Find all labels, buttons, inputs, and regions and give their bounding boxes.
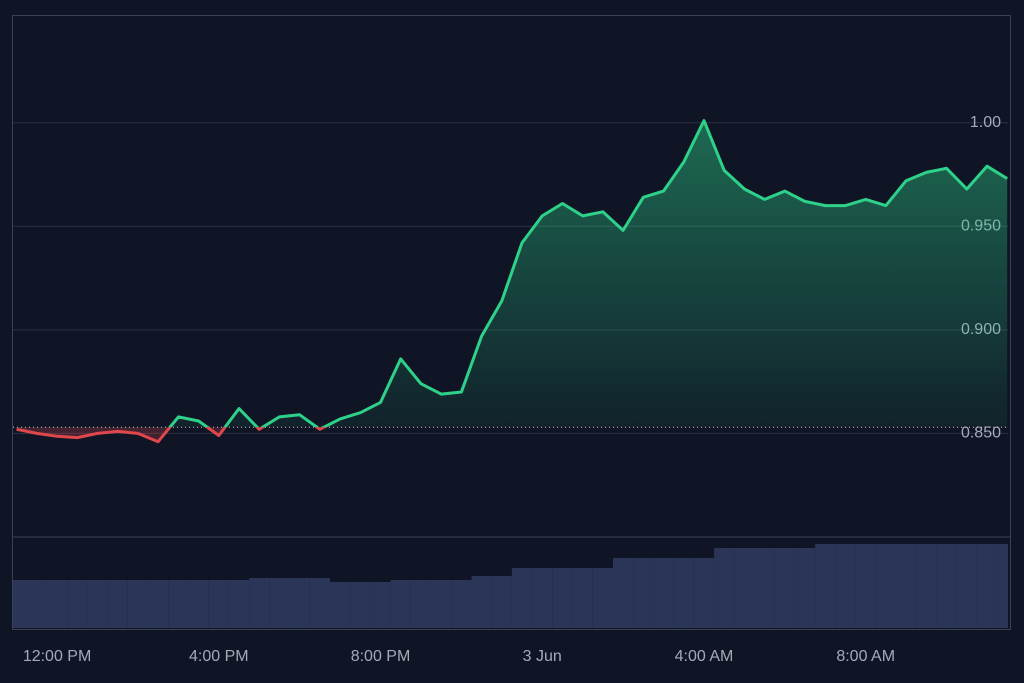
volume-bar <box>916 544 937 628</box>
x-tick-label: 12:00 PM <box>23 648 91 665</box>
volume-bar <box>815 544 836 628</box>
volume-bar <box>26 580 47 628</box>
x-tick-label: 4:00 AM <box>675 648 734 665</box>
x-tick-label: 8:00 AM <box>836 648 895 665</box>
volume-bar <box>390 580 411 628</box>
volume-bar <box>228 580 250 628</box>
volume-bar <box>794 548 816 628</box>
volume-bar <box>370 582 391 628</box>
volume-bar <box>309 578 330 628</box>
volume-bar <box>451 580 472 628</box>
volume-bar <box>107 580 128 628</box>
volume-bar <box>67 580 88 628</box>
volume-bar <box>592 568 613 628</box>
volume-bar <box>289 578 310 628</box>
area-above <box>16 120 1008 428</box>
y-tick-label: 0.850 <box>961 425 1001 442</box>
volume-bar <box>714 548 735 628</box>
volume-bar <box>208 580 229 628</box>
volume-bar <box>188 580 209 628</box>
volume-bar <box>511 568 533 628</box>
volume-bar <box>734 548 755 628</box>
volume-bar <box>46 580 68 628</box>
volume-bar <box>896 544 917 628</box>
y-tick-label: 1.00 <box>970 114 1001 131</box>
volume-bar <box>936 544 957 628</box>
volume-bar <box>875 544 897 628</box>
price-line-above <box>168 119 1008 428</box>
volume-bar <box>774 548 795 628</box>
volume-bar <box>997 544 1008 628</box>
area-below <box>16 427 324 442</box>
volume-bar <box>249 578 270 628</box>
volume-bar <box>633 558 654 628</box>
volume-bar <box>532 568 553 628</box>
volume-bar <box>552 568 573 628</box>
volume-bar <box>956 544 977 628</box>
volume-bar <box>653 558 674 628</box>
volume-bar <box>612 558 634 628</box>
volume-bar <box>976 544 998 628</box>
volume-bar <box>491 576 512 628</box>
volume-bar <box>148 580 169 628</box>
volume-bar <box>87 580 108 628</box>
volume-bar <box>754 548 775 628</box>
volume-bar <box>329 582 351 628</box>
volume-bar <box>410 580 432 628</box>
volume-bar <box>127 580 149 628</box>
volume-bar <box>693 558 715 628</box>
volume-bar <box>168 580 189 628</box>
x-tick-label: 8:00 PM <box>351 648 411 665</box>
volume-bar <box>835 544 856 628</box>
volume-bar <box>431 580 452 628</box>
volume-bar <box>673 558 694 628</box>
frame <box>12 15 1011 630</box>
x-tick-label: 4:00 PM <box>189 648 249 665</box>
volume-bar <box>350 582 371 628</box>
volume-bar <box>855 544 876 628</box>
x-tick-label: 3 Jun <box>523 648 562 665</box>
volume-bar <box>471 576 492 628</box>
volume-bar <box>572 568 593 628</box>
volume-bar <box>269 578 290 628</box>
